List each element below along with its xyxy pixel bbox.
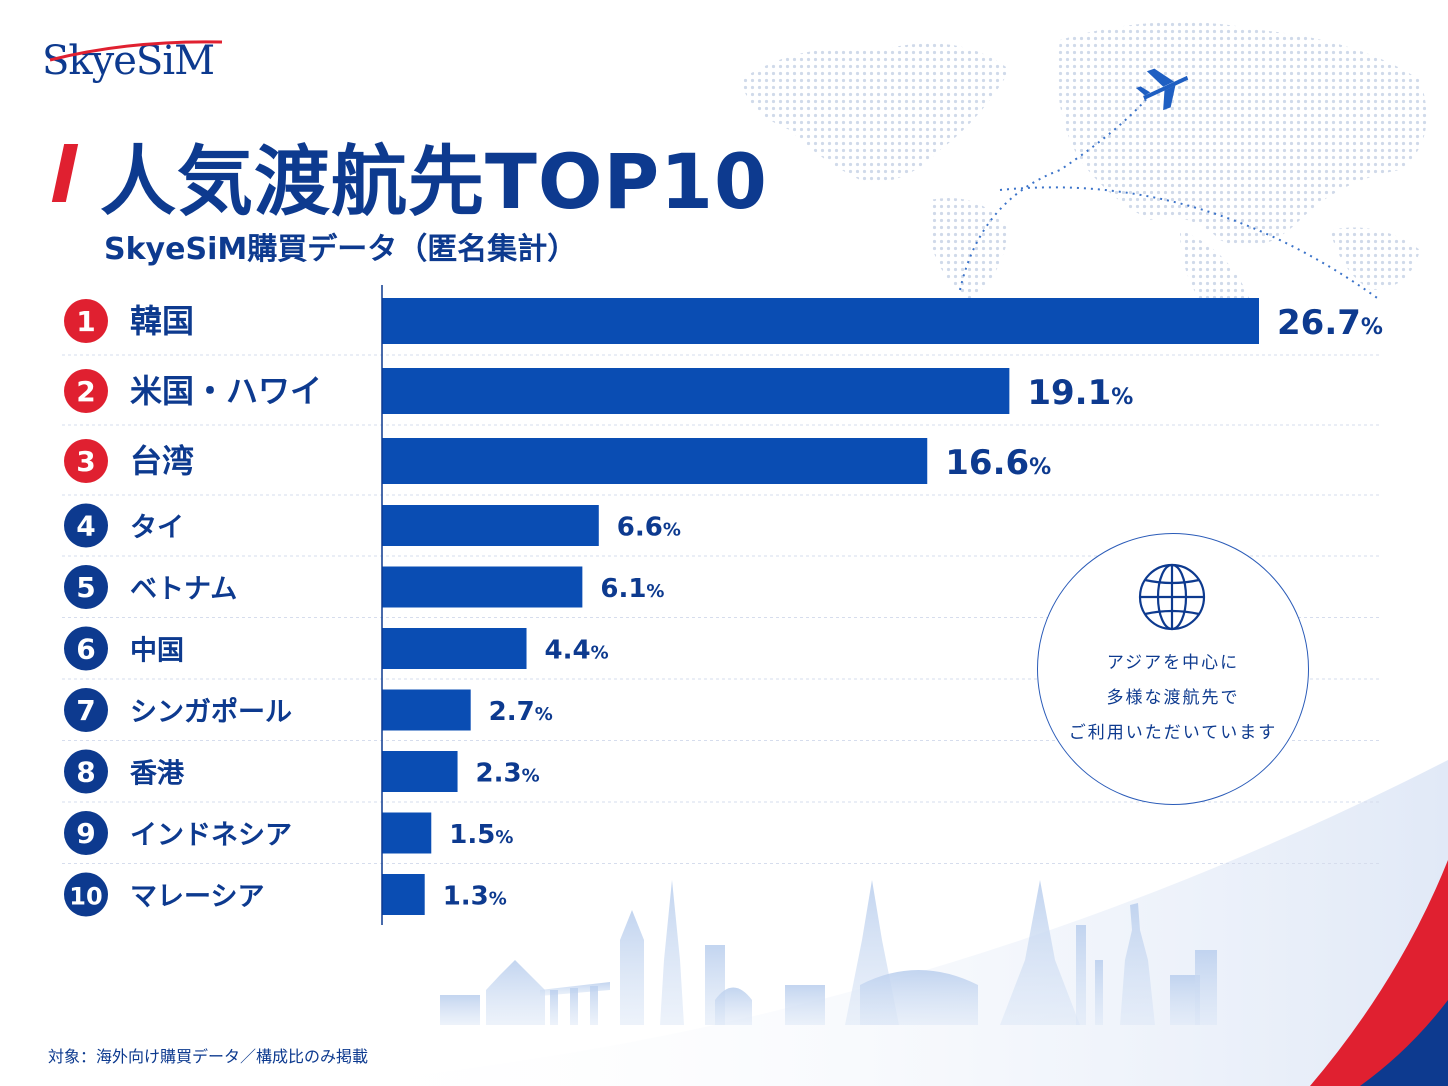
page-subtitle: SkyeSiM購買データ（匿名集計） [104, 232, 578, 267]
value-suffix: % [1029, 455, 1051, 480]
value-suffix: % [591, 643, 609, 664]
value-suffix: % [663, 520, 681, 541]
value-suffix: % [535, 704, 553, 725]
category-label: シンガポール [130, 697, 292, 728]
callout-circle: アジアを中心に 多様な渡航先で ご利用いただいています [1037, 533, 1309, 805]
value-label: 2.3% [476, 759, 540, 789]
rank-number: 5 [76, 571, 95, 604]
bar [382, 566, 583, 608]
value-label: 2.7% [489, 697, 553, 727]
value-suffix: % [1361, 315, 1383, 340]
page-title: 人気渡航先TOP10 [100, 137, 768, 226]
callout-line: ご利用いただいています [1068, 723, 1278, 743]
value-label: 16.6% [945, 443, 1051, 483]
airplane-icon [1135, 68, 1189, 111]
category-label: 中国 [130, 636, 184, 667]
callout-text: アジアを中心に 多様な渡航先で ご利用いただいています [1038, 646, 1308, 751]
category-label: タイ [130, 513, 184, 544]
category-label: ベトナム [130, 574, 237, 605]
bar [382, 812, 432, 854]
rank-badge [64, 369, 108, 413]
rank-badge [64, 503, 108, 548]
category-label: 台湾 [130, 442, 194, 480]
category-label: 香港 [130, 759, 185, 790]
value-label: 19.1% [1027, 373, 1133, 413]
rank-number: 1 [76, 305, 95, 338]
category-label: 米国・ハワイ [130, 372, 322, 410]
value-suffix: % [522, 766, 540, 787]
rank-number: 8 [76, 756, 95, 789]
rank-badge [64, 872, 108, 917]
value-suffix: % [646, 581, 664, 602]
rank-badge [64, 811, 108, 855]
category-label: インドネシア [130, 820, 292, 851]
rank-badge [64, 749, 108, 794]
value-label: 26.7% [1277, 303, 1383, 343]
bar [382, 368, 1010, 414]
value-label: 4.4% [545, 636, 609, 666]
callout-line: 多様な渡航先で [1106, 688, 1240, 708]
bar [382, 298, 1259, 344]
rank-number: 9 [76, 817, 95, 850]
bar [382, 438, 928, 484]
value-suffix: % [495, 827, 513, 848]
category-label: 韓国 [130, 302, 194, 340]
bar [382, 628, 527, 669]
rank-number: 3 [76, 445, 95, 478]
value-suffix: % [1111, 385, 1133, 410]
footnote: 対象：海外向け購買データ／構成比のみ掲載 [48, 1047, 369, 1066]
bar [382, 874, 425, 915]
value-label: 6.1% [600, 574, 664, 604]
bar [382, 751, 458, 792]
rank-badge [64, 439, 108, 483]
rank-number: 7 [76, 694, 95, 727]
rank-number: 6 [76, 633, 95, 666]
rank-badge [64, 626, 108, 671]
value-suffix: % [489, 889, 507, 910]
bar [382, 689, 471, 731]
rank-number: 4 [76, 510, 95, 543]
rank-badge [64, 688, 108, 732]
callout-line: アジアを中心に [1106, 653, 1240, 673]
rank-badge [64, 299, 108, 343]
value-label: 1.3% [443, 882, 507, 912]
category-label: マレーシア [130, 882, 264, 913]
rank-badge [64, 565, 108, 609]
value-label: 6.6% [617, 513, 681, 543]
rank-number: 10 [69, 883, 102, 911]
value-label: 1.5% [449, 820, 513, 850]
rank-number: 2 [76, 375, 95, 408]
bar [382, 505, 599, 546]
logo-swoosh [49, 40, 223, 62]
globe-icon [1138, 563, 1206, 631]
